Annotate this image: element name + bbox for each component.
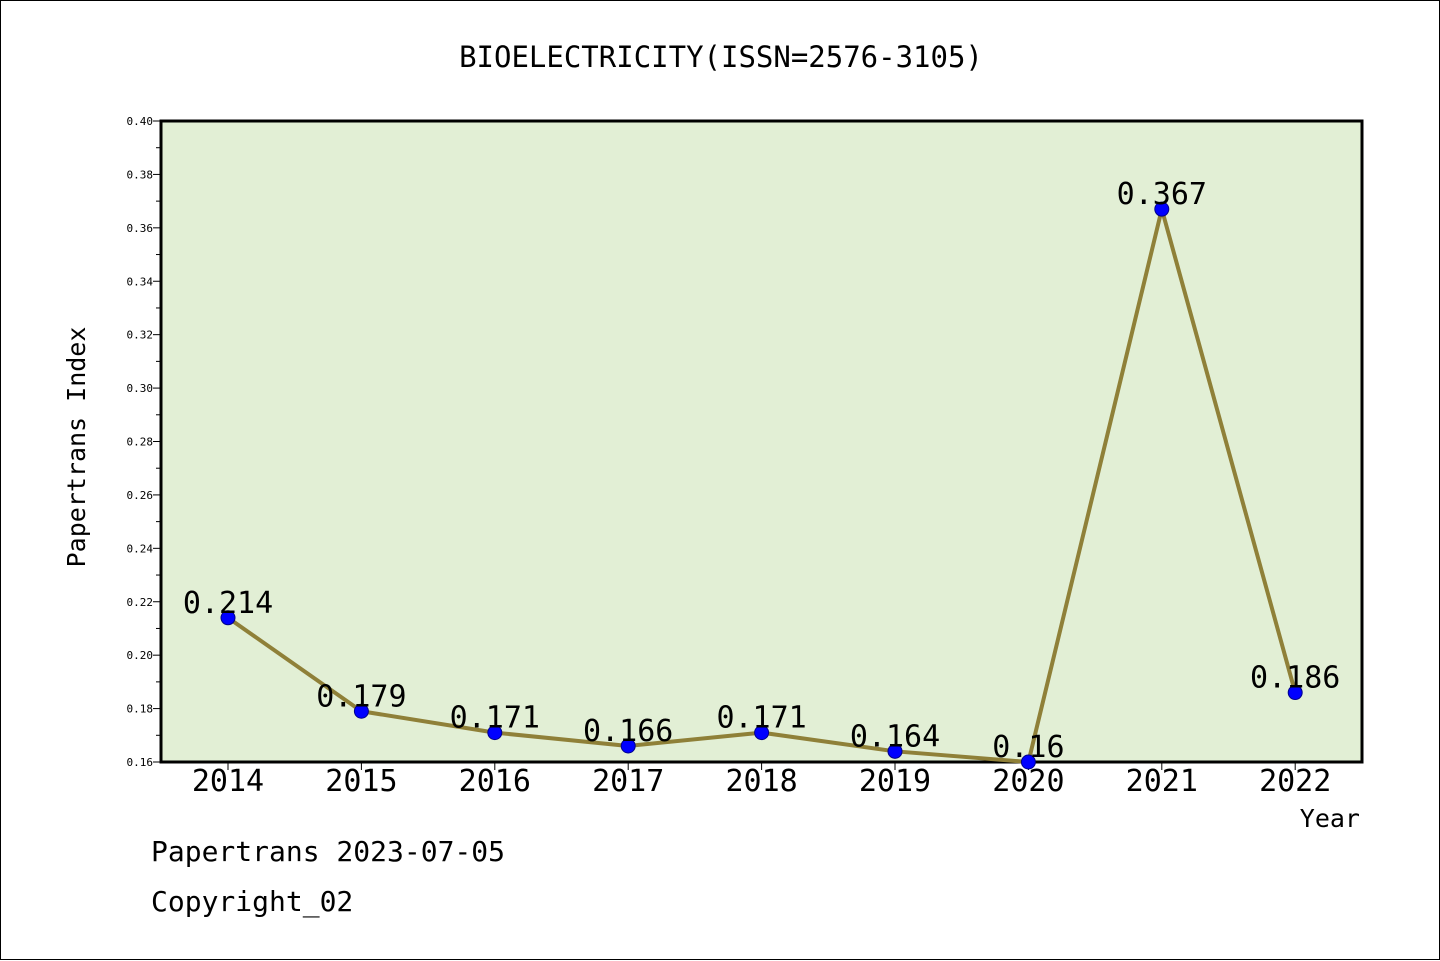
chart-title: BIOELECTRICITY(ISSN=2576-3105) (459, 40, 983, 74)
x-tick-label: 2016 (459, 764, 531, 799)
x-axis: 2014 2015 2016 2017 2018 2019 2020 2021 2022 (192, 762, 1331, 799)
data-label-2019: 0.164 (850, 719, 940, 754)
data-label-2016: 0.171 (450, 701, 540, 736)
data-point-2022 (1287, 685, 1303, 701)
y-tick-label: 0.28 (127, 436, 154, 449)
y-axis: 0.16 0.18 0.20 0.22 0.24 0.26 0.28 0.30 0.32 0.34… (127, 115, 161, 769)
footer-date: Papertrans 2023-07-05 (151, 835, 506, 868)
y-tick-label: 0.20 (127, 649, 154, 662)
data-point-2021 (1154, 201, 1170, 217)
data-markers (220, 201, 1303, 770)
y-tick-label: 0.32 (127, 329, 154, 342)
data-point-2016 (487, 725, 503, 741)
data-label-2020: 0.16 (992, 730, 1064, 765)
data-label-2017: 0.166 (583, 714, 673, 749)
x-axis-label: Year (1300, 804, 1360, 833)
x-tick-label: 2015 (325, 764, 397, 799)
x-tick-label: 2019 (859, 764, 931, 799)
data-label-2015: 0.179 (316, 679, 406, 714)
data-label-2018: 0.171 (716, 701, 806, 736)
data-label-2021: 0.367 (1117, 177, 1207, 212)
y-axis-label: Papertrans Index (62, 327, 91, 568)
x-tick-label: 2014 (192, 764, 264, 799)
x-tick-label: 2020 (992, 764, 1064, 799)
y-tick-label: 0.34 (127, 275, 154, 288)
y-tick-label: 0.24 (127, 542, 154, 555)
y-tick-label: 0.18 (127, 703, 154, 716)
y-tick-label: 0.22 (127, 596, 154, 609)
data-point-2017 (620, 738, 636, 754)
y-tick-label: 0.16 (127, 756, 154, 769)
data-point-2020 (1020, 754, 1036, 770)
y-tick-label: 0.26 (127, 489, 154, 502)
x-tick-label: 2018 (725, 764, 797, 799)
data-labels: 0.214 0.179 0.171 0.166 0.171 0.164 0.16 0.367 0… (183, 177, 1341, 765)
y-tick-label: 0.36 (127, 222, 154, 235)
x-tick-label: 2017 (592, 764, 664, 799)
y-tick-label: 0.30 (127, 382, 154, 395)
data-point-2019 (887, 743, 903, 759)
footer-copyright: Copyright_02 (151, 885, 354, 918)
data-label-2014: 0.214 (183, 586, 273, 621)
plot-area (159, 119, 1364, 764)
x-tick-label: 2022 (1259, 764, 1331, 799)
y-tick-label: 0.38 (127, 168, 154, 181)
data-point-2018 (754, 725, 770, 741)
data-point-2014 (220, 610, 236, 626)
x-tick-label: 2021 (1126, 764, 1198, 799)
y-tick-label: 0.40 (127, 115, 154, 128)
data-label-2022: 0.186 (1250, 661, 1340, 696)
data-point-2015 (353, 703, 369, 719)
